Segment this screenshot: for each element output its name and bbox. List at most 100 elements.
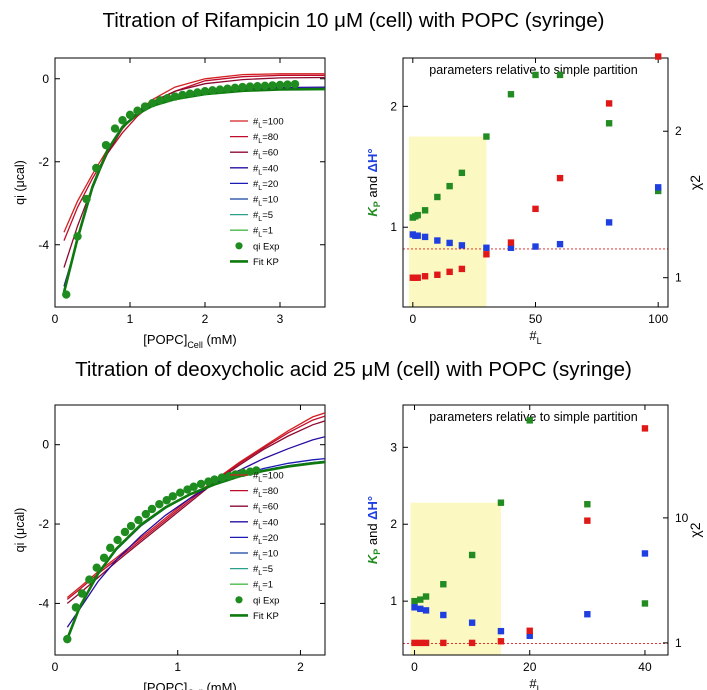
qi-exp-point (238, 82, 247, 92)
legend-text: # (253, 486, 259, 497)
marker-chi2 (584, 517, 591, 524)
marker-chi2 (605, 100, 613, 107)
x-tick-label: 3 (277, 312, 284, 326)
x-axis-label: #L (529, 328, 541, 346)
y-label-dh: ΔH° (365, 496, 380, 520)
legend-text: # (253, 580, 259, 591)
nl-curve-40 (66, 436, 325, 628)
plot-frame-2 (54, 404, 326, 656)
qi-exp-point (253, 82, 262, 91)
marker-chi2 (526, 627, 533, 634)
legend-text: # (253, 132, 259, 143)
qi-exp-point (99, 553, 109, 562)
fit-kp-curve (66, 460, 325, 640)
qi-exp-point (217, 473, 227, 482)
legend-text: # (253, 533, 259, 544)
qi-exp-point (162, 496, 171, 505)
x-tick-label: 0 (411, 660, 418, 674)
qi-exp-point (223, 84, 232, 93)
legend-text-post: =40 (262, 517, 278, 528)
marker-chi2 (417, 639, 424, 647)
legend-entry: #L=80 (253, 486, 278, 499)
qi-exp-point (238, 468, 247, 478)
marker-kp (556, 71, 564, 79)
y-label-kp-sub: P (372, 201, 382, 207)
legend-text: # (253, 148, 259, 159)
marker-dh (605, 219, 613, 226)
qi-exp-point (82, 194, 91, 204)
marker-kp (483, 133, 490, 140)
legend-entry: #L=10 (253, 549, 278, 562)
legend-text: # (253, 226, 259, 237)
marker-kp (434, 193, 441, 201)
legend-entry: #L=60 (253, 502, 278, 515)
qi-exp-point (141, 509, 151, 519)
x-tick-label: 50 (529, 312, 543, 326)
marker-kp (417, 596, 424, 603)
legend-entry: #L=5 (253, 564, 273, 577)
marker-dh (446, 239, 453, 247)
legend-sub: L (258, 570, 262, 577)
marker-kp (526, 417, 533, 424)
qi-exp-point (71, 603, 81, 612)
legend-text: Fit KP (253, 611, 279, 622)
y-tick-label: 0 (42, 438, 49, 452)
legend-text: # (253, 502, 259, 513)
legend-sub: L (258, 477, 262, 484)
marker-dh (497, 627, 505, 635)
marker-dh (417, 605, 424, 613)
marker-chi2 (414, 274, 421, 281)
y-tick-label: 1 (390, 220, 397, 234)
y-label-dh: ΔH° (365, 148, 380, 172)
marker-dh (468, 619, 476, 626)
x-axis-label-unit: (mM) (203, 332, 237, 347)
qi-exp-point (113, 535, 122, 545)
marker-dh (434, 237, 441, 244)
y-axis-label: qi (μcal) (13, 160, 27, 205)
x-tick-label: 100 (648, 312, 668, 326)
y-label-kp: K (365, 553, 380, 564)
legend-entry: #L=10 (253, 195, 278, 208)
qi-exp-point (133, 106, 142, 115)
plot-frame-3 (402, 404, 669, 656)
marker-dh (414, 232, 421, 239)
marker-kp (458, 169, 466, 177)
legend-sub: L (258, 555, 262, 562)
legend-text-post: =20 (262, 533, 278, 544)
qi-exp-point (168, 492, 178, 501)
marker-dh (483, 244, 490, 251)
qi-exp-point (196, 479, 206, 489)
marker-kp (446, 182, 453, 190)
legend-text-post: =10 (262, 549, 278, 560)
nl-curve-5 (63, 88, 325, 293)
legend-entry: Fit KP (253, 611, 279, 622)
legend-entry: #L=40 (253, 163, 278, 176)
legend-sub: L (258, 523, 262, 530)
legend-entry: qi Exp (253, 241, 279, 252)
qi-exp-point (210, 475, 219, 484)
qi-exp-point (92, 563, 101, 572)
legend-sub: L (258, 138, 262, 145)
qi-exp-point (155, 96, 165, 105)
marker-chi2 (458, 265, 466, 273)
marker-dh (458, 242, 466, 249)
y-tick-label: -2 (38, 517, 49, 531)
marker-dh (641, 550, 649, 557)
qi-exp-point (125, 110, 135, 120)
annotation-text: parameters relative to simple partition (429, 410, 637, 424)
legend-text-post: =10 (262, 195, 278, 206)
x-axis-label: [POPC]Cell (mM) (143, 332, 237, 350)
marker-kp (422, 593, 430, 600)
y-label-kp-sub: P (372, 549, 382, 555)
marker-kp (584, 501, 591, 508)
x-tick-label: 0 (52, 660, 59, 674)
right-axis-label: χ2 (687, 522, 703, 537)
y-tick-label: -4 (38, 238, 49, 252)
qi-exp-point (155, 500, 164, 509)
marker-kp (421, 207, 429, 214)
legend-entry: #L=20 (253, 533, 278, 546)
marker-chi2 (497, 638, 505, 645)
marker-chi2 (532, 205, 539, 213)
legend-text-post: =40 (262, 163, 278, 174)
